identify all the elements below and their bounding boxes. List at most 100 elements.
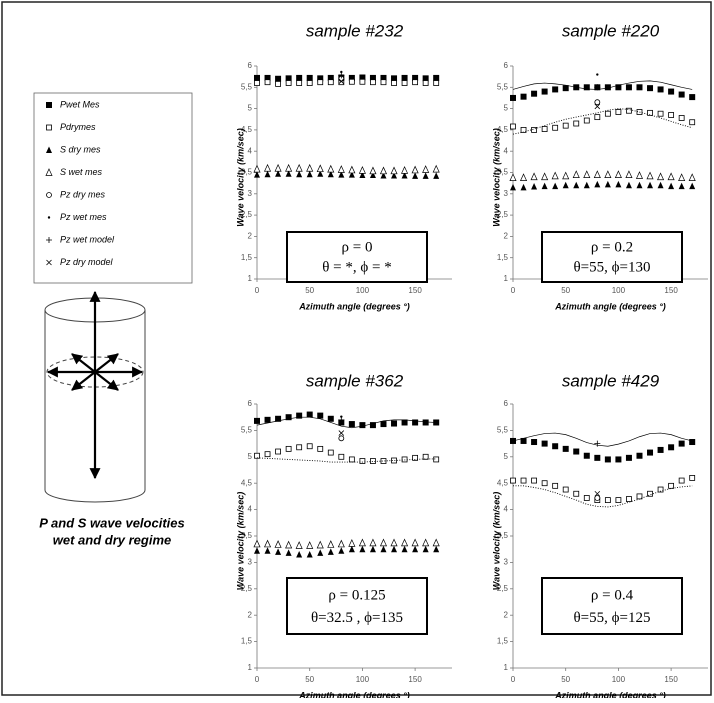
point xyxy=(254,547,260,554)
point xyxy=(594,440,601,447)
point xyxy=(688,173,696,181)
legend-label: S wet mes xyxy=(60,167,103,177)
point xyxy=(401,538,409,547)
point xyxy=(264,451,271,458)
x-tick-label: 100 xyxy=(356,286,370,295)
caption: wet and dry regime xyxy=(53,532,171,547)
point xyxy=(647,109,653,116)
annotation-box xyxy=(286,577,428,635)
point xyxy=(390,166,398,175)
point xyxy=(520,93,527,100)
point xyxy=(615,180,622,188)
point xyxy=(380,545,387,553)
point xyxy=(306,163,314,172)
x-tick-label: 100 xyxy=(612,286,626,295)
point xyxy=(531,439,538,446)
point xyxy=(411,538,419,547)
point xyxy=(531,90,538,97)
point xyxy=(295,163,303,172)
point xyxy=(594,114,601,121)
point xyxy=(615,109,622,115)
point xyxy=(327,164,335,173)
y-tick-label: 5 xyxy=(248,452,253,461)
point xyxy=(422,172,429,179)
y-tick-label: 3 xyxy=(504,189,509,198)
point xyxy=(340,415,343,418)
point xyxy=(510,94,516,101)
y-tick-label: 2,5 xyxy=(497,584,509,593)
point xyxy=(296,80,303,86)
point xyxy=(264,170,271,178)
x-axis-title: Azimuth angle (degrees °) xyxy=(298,301,410,311)
point xyxy=(573,120,580,127)
y-tick-label: 5 xyxy=(248,104,253,113)
point xyxy=(391,75,398,82)
point xyxy=(285,540,293,549)
point xyxy=(327,449,334,456)
point xyxy=(306,443,313,450)
point xyxy=(626,107,632,114)
point xyxy=(338,78,345,85)
point xyxy=(583,495,590,501)
point xyxy=(668,482,675,489)
point xyxy=(264,547,271,554)
point xyxy=(625,454,632,461)
point xyxy=(594,454,601,461)
point xyxy=(614,170,622,178)
point xyxy=(317,412,324,419)
x-tick-label: 150 xyxy=(408,286,422,295)
point xyxy=(531,127,537,133)
point xyxy=(338,416,345,423)
y-tick-label: 6 xyxy=(504,399,509,408)
point xyxy=(285,549,292,556)
point xyxy=(689,94,696,101)
point xyxy=(327,540,335,548)
annotation: ρ = 0.4 xyxy=(591,587,634,603)
point xyxy=(254,74,260,81)
point xyxy=(433,74,440,81)
point xyxy=(433,545,440,553)
point xyxy=(412,172,419,179)
point xyxy=(520,477,527,484)
point xyxy=(369,545,376,553)
y-tick-label: 4 xyxy=(504,146,509,155)
point xyxy=(636,84,643,91)
point xyxy=(519,173,528,181)
legend-marker xyxy=(46,237,52,243)
model-curve xyxy=(256,416,437,429)
point xyxy=(253,164,261,173)
y-tick-label: 2 xyxy=(504,232,509,241)
point xyxy=(285,445,292,452)
point xyxy=(391,420,398,427)
legend-box xyxy=(33,92,193,284)
point xyxy=(306,541,314,549)
point xyxy=(510,477,516,484)
point xyxy=(338,453,345,460)
point xyxy=(678,440,685,447)
annotation-box xyxy=(541,231,683,283)
point xyxy=(596,73,599,76)
y-axis-title: Wave velocity (km/sec) xyxy=(491,492,501,590)
point xyxy=(401,80,408,86)
point xyxy=(520,183,527,191)
point xyxy=(358,166,366,174)
y-tick-label: 4,5 xyxy=(497,478,509,487)
point xyxy=(678,91,685,98)
point xyxy=(433,172,440,179)
point xyxy=(604,180,611,188)
y-tick-label: 1 xyxy=(504,663,509,672)
point xyxy=(401,419,408,426)
x-tick-label: 150 xyxy=(664,286,678,295)
point xyxy=(317,75,324,82)
legend-marker xyxy=(46,124,52,131)
point xyxy=(369,74,376,81)
point xyxy=(340,70,343,74)
legend-marker xyxy=(46,259,52,266)
point xyxy=(275,415,282,422)
y-tick-label: 5,5 xyxy=(497,82,509,91)
point xyxy=(562,181,569,189)
point xyxy=(573,448,580,455)
point xyxy=(401,171,408,179)
point xyxy=(412,74,419,81)
point xyxy=(254,452,260,459)
